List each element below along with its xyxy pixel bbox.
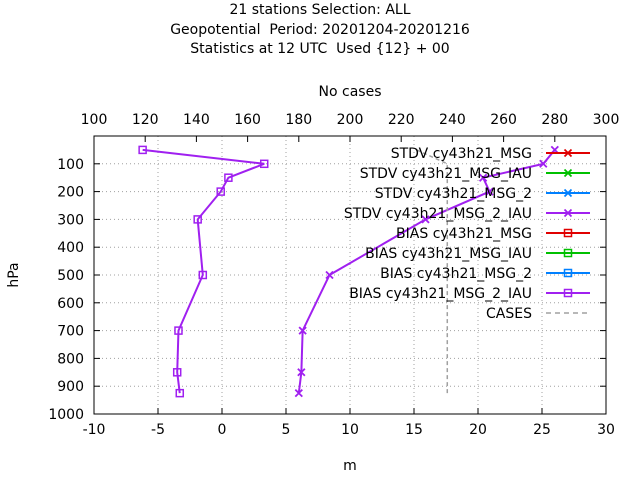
x2-tick-label: 200 [337, 112, 364, 128]
y-tick-label: 100 [57, 157, 84, 173]
series-line [142, 148, 265, 394]
x2-axis-label: No cases [319, 84, 382, 100]
legend-label: STDV cy43h21_MSG_2 [375, 186, 532, 202]
marker-stroke [563, 168, 573, 178]
point-marker-square [563, 268, 573, 278]
marker-stroke [297, 368, 306, 377]
point-marker-square [563, 288, 573, 298]
point-marker-x [298, 326, 307, 335]
legend-label: CASES [486, 306, 532, 322]
legend-label: BIAS cy43h21_MSG_2 [380, 266, 532, 282]
marker-stroke [563, 148, 573, 158]
grid-layer [94, 136, 606, 414]
x2-tick-label: 160 [234, 112, 261, 128]
x-tick-label: 25 [533, 422, 551, 438]
x-tick-label: -5 [151, 422, 165, 438]
marker-stroke [563, 208, 573, 218]
x2-tick-label: 120 [132, 112, 159, 128]
marker-stroke [563, 188, 573, 198]
y-axis-label: hPa [6, 262, 22, 287]
y-tick-label: 800 [57, 351, 84, 367]
marker-stroke [294, 389, 303, 398]
x2-tick-label: 300 [593, 112, 620, 128]
y-tick-label: 600 [57, 296, 84, 312]
y-tick-label: 700 [57, 324, 84, 340]
marker-stroke [539, 159, 548, 168]
point-marker-square [563, 228, 573, 238]
point-marker-x [563, 168, 573, 178]
point-marker-x [539, 159, 548, 168]
point-marker-square [172, 368, 182, 377]
point-marker-x [421, 215, 430, 224]
legend-label: BIAS cy43h21_MSG [396, 226, 532, 242]
point-marker-square [563, 248, 573, 258]
legend: STDV cy43h21_MSG STDV cy43h21_MSG_IAU STDV… [344, 146, 590, 322]
x2-tick-label: 260 [490, 112, 517, 128]
x2-tick-label: 220 [388, 112, 415, 128]
x2-tick-label: 180 [285, 112, 312, 128]
legend-label: STDV cy43h21_MSG [391, 146, 532, 162]
tick-layer: -10 -5 0 5 10 15 20 25 30 100 120 140 160 180 200 220 24… [48, 112, 619, 438]
point-marker-square [259, 159, 269, 169]
point-marker-square [216, 187, 225, 196]
point-marker-x [563, 208, 573, 218]
x2-tick-label: 280 [541, 112, 568, 128]
marker-stroke [298, 326, 307, 335]
point-marker-square [138, 145, 147, 155]
data-layer [138, 145, 559, 398]
point-marker-square [198, 270, 208, 280]
y-tick-label: 900 [57, 379, 84, 395]
point-marker-square [174, 326, 183, 335]
point-marker-x [478, 173, 488, 182]
y-tick-label: 400 [57, 240, 84, 256]
y-tick-label: 1000 [48, 407, 84, 423]
title-line-2: Geopotential Period: 20201204-20201216 [170, 22, 470, 38]
title-line-1: 21 stations Selection: ALL [229, 2, 411, 18]
title-line-3: Statistics at 12 UTC Used {12} + 00 [190, 41, 450, 57]
y-tick-label: 300 [57, 212, 84, 228]
y-tick-label: 500 [57, 268, 84, 284]
x-tick-label: 10 [341, 422, 359, 438]
point-marker-square [224, 173, 233, 182]
marker-stroke [325, 270, 334, 280]
point-marker-x [297, 368, 306, 377]
marker-stroke [421, 215, 430, 224]
point-marker-x [294, 389, 303, 398]
x-tick-label: 0 [218, 422, 227, 438]
legend-label: BIAS cy43h21_MSG_IAU [365, 246, 532, 262]
x-tick-label: 30 [597, 422, 615, 438]
x2-tick-label: 140 [183, 112, 210, 128]
point-marker-x [325, 270, 334, 280]
marker-stroke [485, 187, 494, 196]
point-marker-x [563, 188, 573, 198]
series-line [416, 149, 449, 394]
y-tick-label: 200 [57, 185, 84, 201]
x-tick-label: 5 [282, 422, 291, 438]
x2-tick-label: 240 [439, 112, 466, 128]
x-axis-label: m [343, 458, 357, 474]
marker-stroke [478, 173, 488, 182]
legend-label: BIAS cy43h21_MSG_2_IAU [349, 286, 532, 302]
point-marker-x [563, 148, 573, 158]
point-marker-square [193, 215, 202, 224]
legend-label: STDV cy43h21_MSG_IAU [360, 166, 532, 182]
x-tick-label: 20 [469, 422, 487, 438]
legend-label: STDV cy43h21_MSG_2_IAU [344, 206, 532, 222]
point-marker-square [175, 388, 185, 398]
x-tick-label: -10 [83, 422, 106, 438]
x2-tick-label: 100 [81, 112, 108, 128]
x-tick-label: 15 [405, 422, 423, 438]
point-marker-x [485, 187, 494, 196]
